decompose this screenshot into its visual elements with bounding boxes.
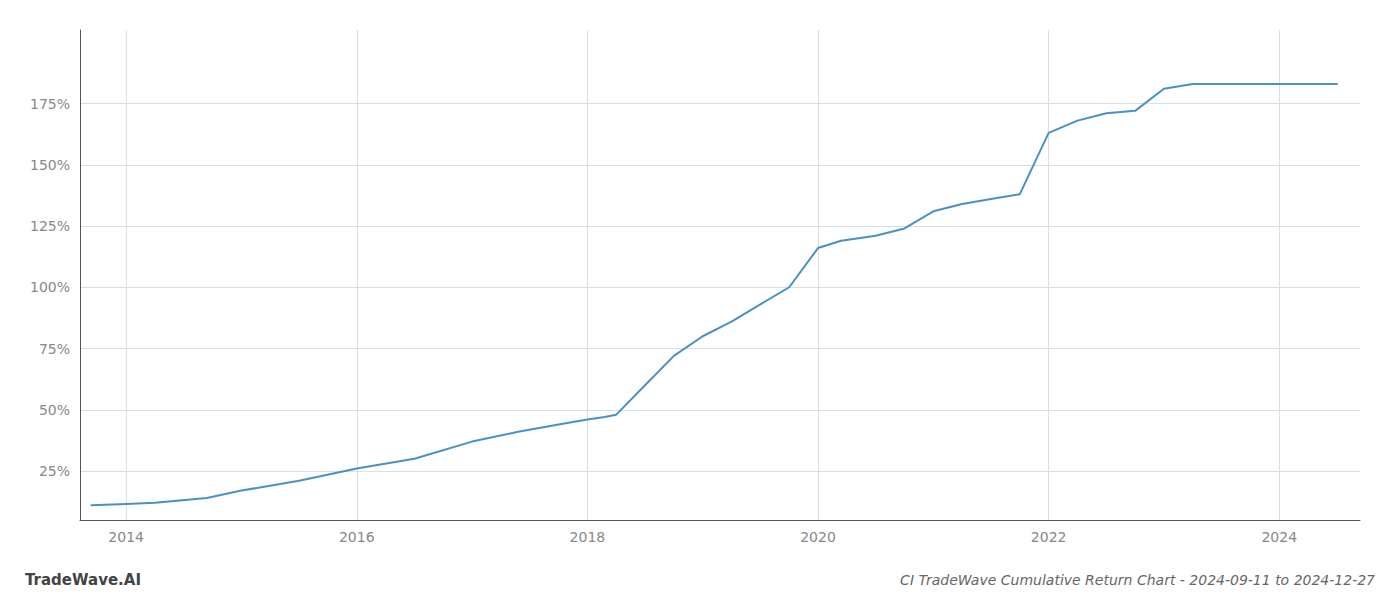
svg-text:2020: 2020 — [800, 529, 836, 545]
svg-text:125%: 125% — [30, 218, 70, 234]
svg-text:50%: 50% — [39, 402, 70, 418]
svg-text:2018: 2018 — [570, 529, 606, 545]
svg-text:TradeWave.AI: TradeWave.AI — [25, 571, 141, 589]
svg-text:2016: 2016 — [339, 529, 375, 545]
svg-text:150%: 150% — [30, 157, 70, 173]
svg-text:100%: 100% — [30, 279, 70, 295]
svg-text:25%: 25% — [39, 463, 70, 479]
svg-text:75%: 75% — [39, 341, 70, 357]
svg-text:2014: 2014 — [108, 529, 144, 545]
svg-text:CI TradeWave Cumulative Return: CI TradeWave Cumulative Return Chart - 2… — [900, 572, 1375, 588]
svg-text:2022: 2022 — [1031, 529, 1067, 545]
svg-text:2024: 2024 — [1261, 529, 1297, 545]
svg-text:175%: 175% — [30, 96, 70, 112]
